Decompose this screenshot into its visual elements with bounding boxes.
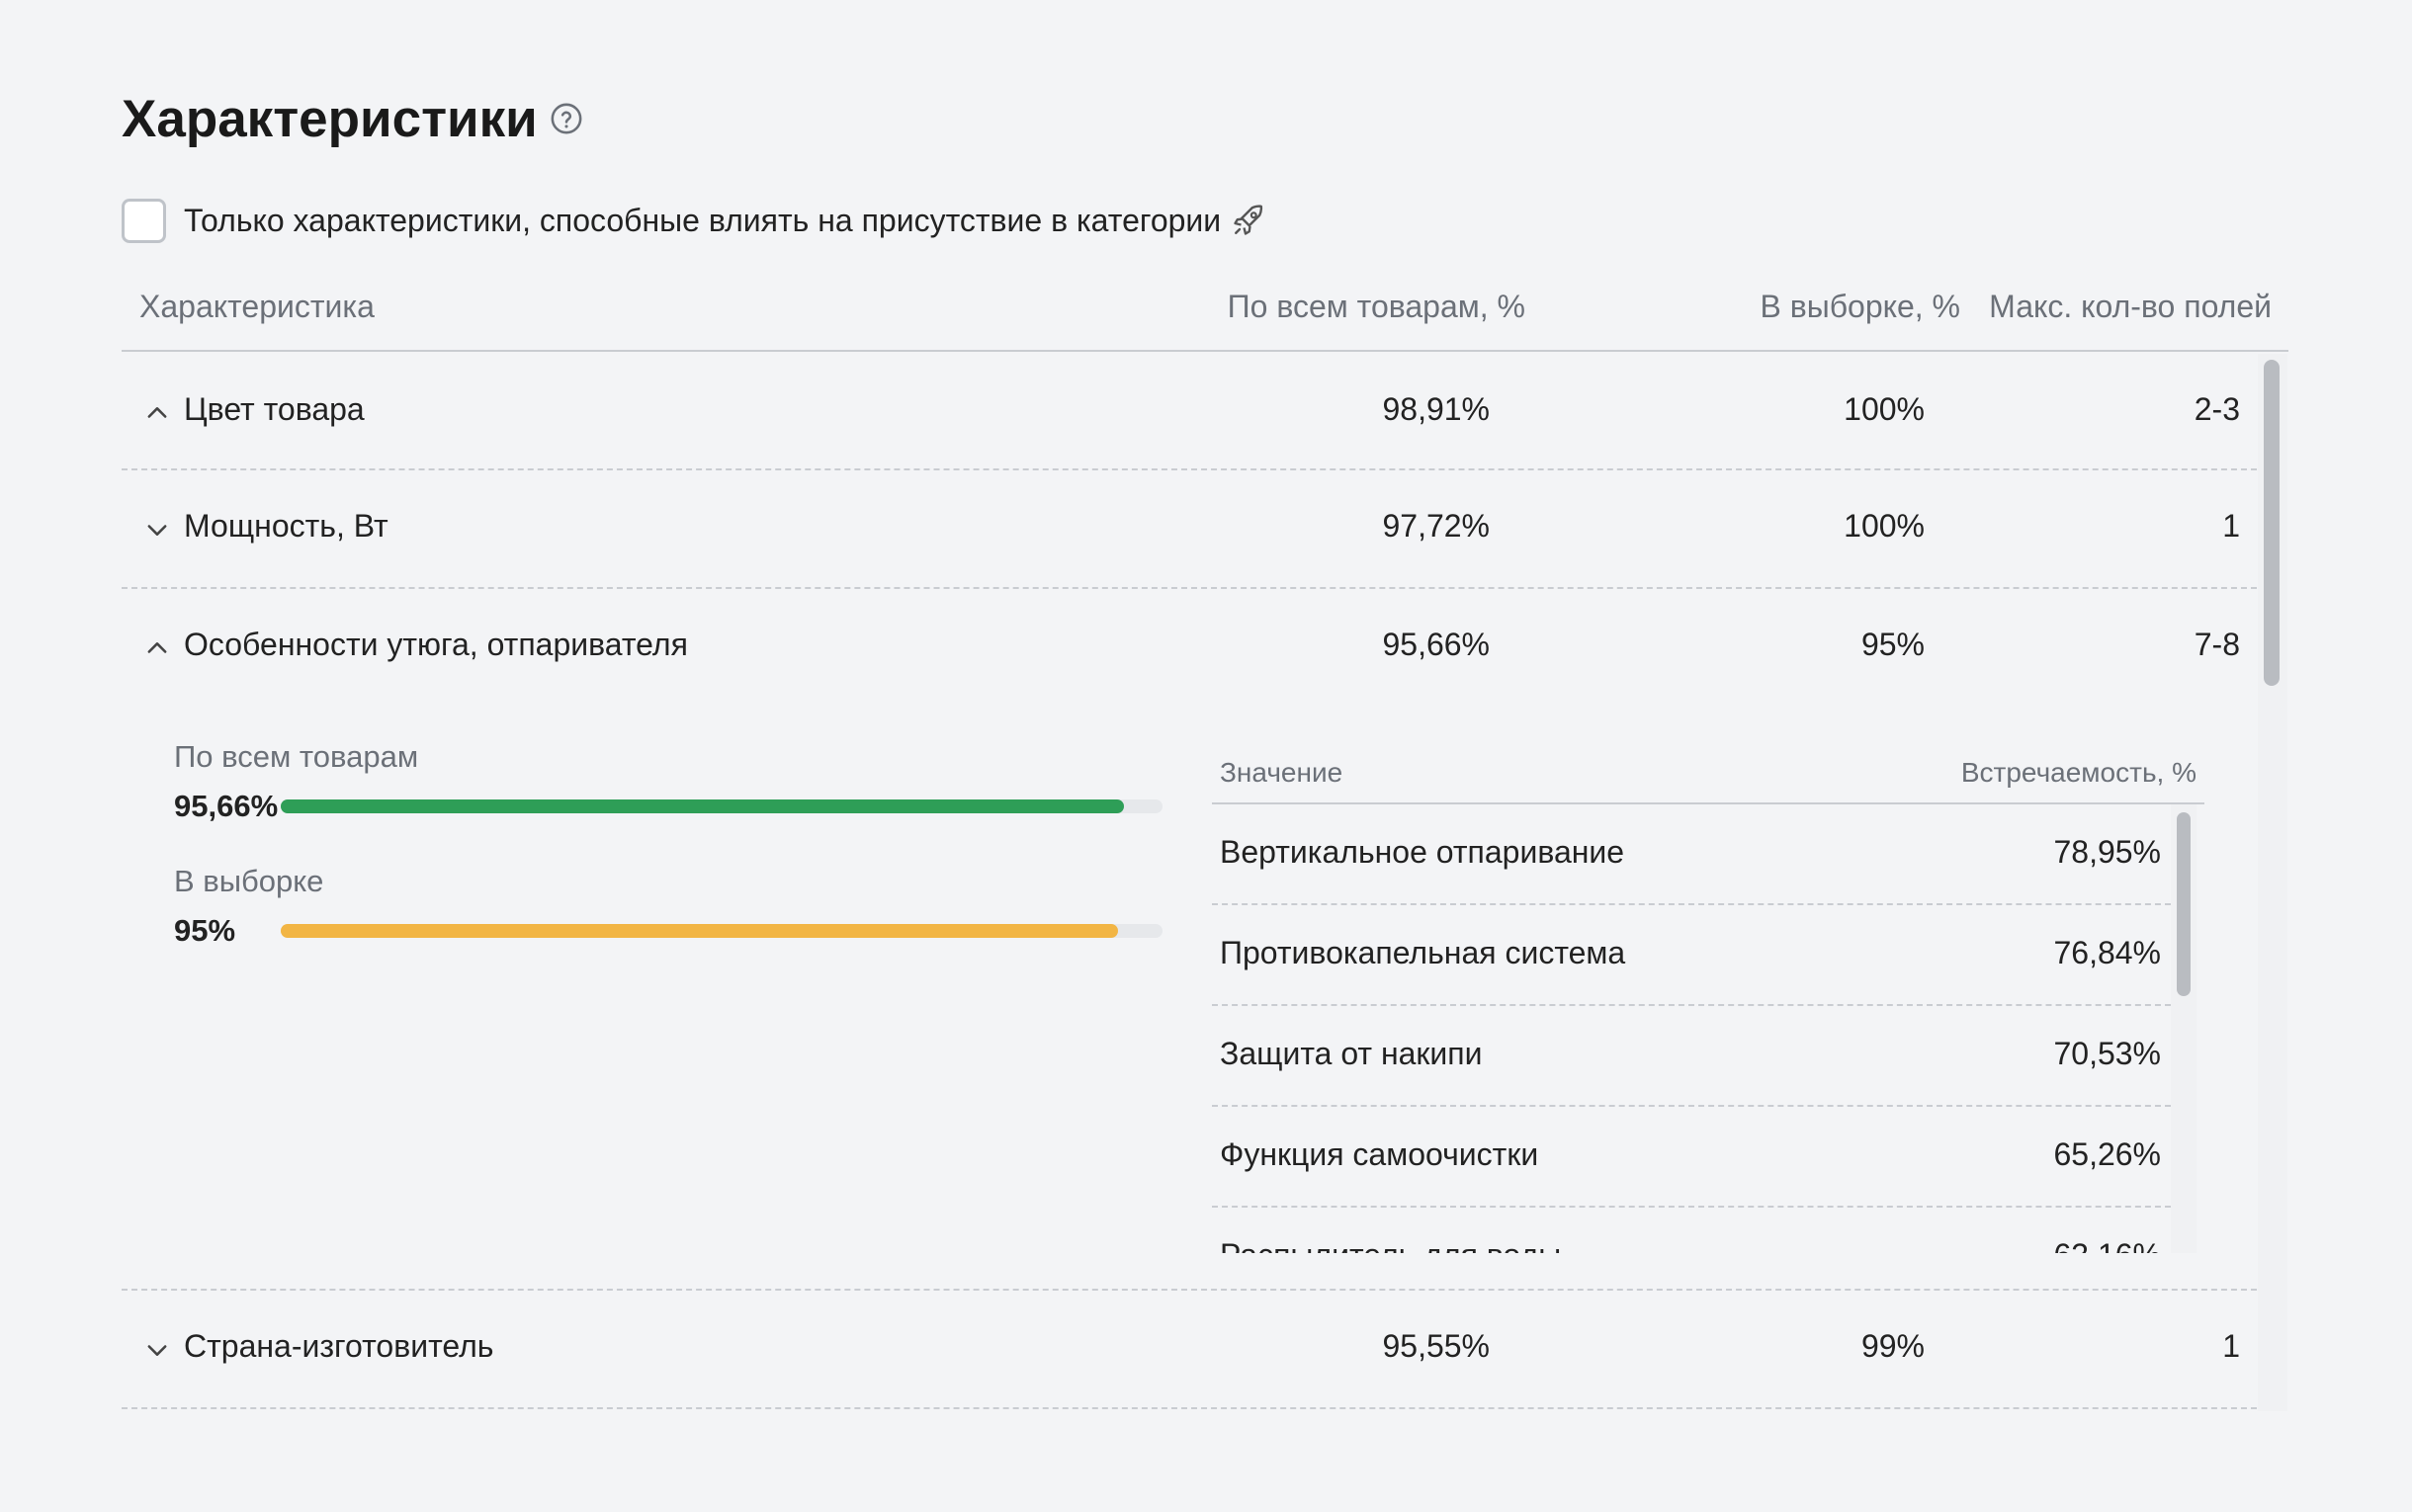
values-table-header: Значение Встречаемость, % — [1212, 739, 2204, 804]
col-frequency: Встречаемость, % — [1960, 757, 2197, 788]
value-name: Противокапельная система — [1220, 935, 1626, 970]
value-row: Вертикальное отпаривание 78,95% — [1212, 804, 2171, 905]
all-products-value: 95,66% — [174, 789, 279, 823]
all-products-bar-track — [280, 799, 1163, 813]
row-max-value: 1 — [2222, 508, 2240, 544]
title-row: Характеристики — [122, 83, 583, 154]
row-name: Страна-изготовитель — [184, 1328, 494, 1364]
page-title: Характеристики — [122, 89, 538, 148]
row-max-value: 2-3 — [2194, 391, 2240, 427]
row-header[interactable]: Особенности утюга, отпаривателя 95,66% 9… — [122, 589, 2257, 706]
value-row: Распылитель для воды 63,16% — [1212, 1208, 2171, 1253]
row-sample-value: 99% — [1860, 1328, 1925, 1364]
value-row: Защита от накипи 70,53% — [1212, 1006, 2171, 1107]
all-products-bar-fill — [280, 799, 1125, 813]
row-all-value: 98,91% — [1382, 391, 1490, 427]
values-scrollbar-thumb[interactable] — [2177, 812, 2191, 996]
table-row-expanded[interactable]: Особенности утюга, отпаривателя 95,66% 9… — [122, 589, 2257, 1291]
row-max-value: 1 — [2222, 1328, 2240, 1364]
value-name: Функция самоочистки — [1220, 1136, 1539, 1172]
chevron-up-icon[interactable] — [143, 399, 171, 427]
col-in-sample[interactable]: В выборке, % — [1760, 289, 1960, 324]
filter-row: Только характеристики, способные влиять … — [122, 198, 1266, 243]
chevron-up-icon[interactable] — [143, 634, 171, 662]
rocket-icon — [1234, 205, 1263, 235]
table-scrollbar-thumb[interactable] — [2264, 360, 2280, 686]
value-frequency: 70,53% — [2053, 1036, 2161, 1071]
row-header[interactable]: Страна-изготовитель 95,55% 99% 1 — [122, 1291, 2257, 1407]
values-table[interactable]: Значение Встречаемость, % Вертикальное о… — [1212, 739, 2204, 1253]
row-all-value: 95,55% — [1382, 1328, 1490, 1364]
filter-label[interactable]: Только характеристики, способные влиять … — [184, 202, 1222, 238]
value-frequency: 78,95% — [2053, 834, 2161, 870]
row-name: Мощность, Вт — [184, 508, 388, 544]
chevron-down-icon[interactable] — [143, 1336, 171, 1364]
row-all-value: 97,72% — [1382, 508, 1490, 544]
row-max-value: 7-8 — [2194, 627, 2240, 662]
table-row[interactable]: Мощность, Вт 97,72% 100% 1 — [122, 470, 2257, 589]
sample-value: 95% — [174, 913, 236, 948]
row-name: Цвет товара — [184, 391, 365, 427]
coverage-bars: По всем товарам 95,66% В выборке 95% — [174, 739, 1163, 949]
value-name: Вертикальное отпаривание — [1220, 834, 1625, 870]
value-frequency: 63,16% — [2053, 1237, 2161, 1253]
sample-bar-track — [280, 924, 1163, 938]
only-influencing-checkbox[interactable] — [122, 198, 166, 243]
chevron-down-icon[interactable] — [143, 516, 171, 544]
all-products-label: По всем товарам — [174, 739, 419, 774]
row-header[interactable]: Мощность, Вт 97,72% 100% 1 — [122, 470, 2257, 587]
sample-bar-fill — [280, 924, 1119, 938]
row-all-value: 95,66% — [1382, 627, 1490, 662]
col-all-products[interactable]: По всем товарам, % — [1227, 289, 1525, 324]
col-characteristic[interactable]: Характеристика — [139, 289, 375, 324]
table-row[interactable]: Страна-изготовитель 95,55% 99% 1 — [122, 1291, 2257, 1409]
table-row[interactable]: Цвет товара 98,91% 100% 2-3 — [122, 354, 2257, 470]
value-row: Противокапельная система 76,84% — [1212, 905, 2171, 1006]
table-header: Характеристика По всем товарам, % В выбо… — [122, 283, 2288, 352]
sample-bar-line: 95% — [174, 913, 1163, 949]
sample-label: В выборке — [174, 864, 324, 898]
all-products-bar-line: 95,66% — [174, 789, 1163, 824]
row-sample-value: 100% — [1844, 508, 1925, 544]
value-frequency: 76,84% — [2053, 935, 2161, 970]
value-frequency: 65,26% — [2053, 1136, 2161, 1172]
row-name: Особенности утюга, отпаривателя — [184, 627, 688, 662]
row-sample-value: 100% — [1844, 391, 1925, 427]
question-circle-icon[interactable] — [550, 102, 583, 135]
value-row: Функция самоочистки 65,26% — [1212, 1107, 2171, 1208]
row-sample-value: 95% — [1860, 627, 1925, 662]
value-name: Защита от накипи — [1220, 1036, 1483, 1071]
value-name: Распылитель для воды — [1220, 1237, 1561, 1253]
col-value: Значение — [1220, 757, 1343, 788]
col-max-fields[interactable]: Макс. кол-во полей — [1989, 289, 2272, 324]
row-header[interactable]: Цвет товара 98,91% 100% 2-3 — [122, 354, 2257, 470]
